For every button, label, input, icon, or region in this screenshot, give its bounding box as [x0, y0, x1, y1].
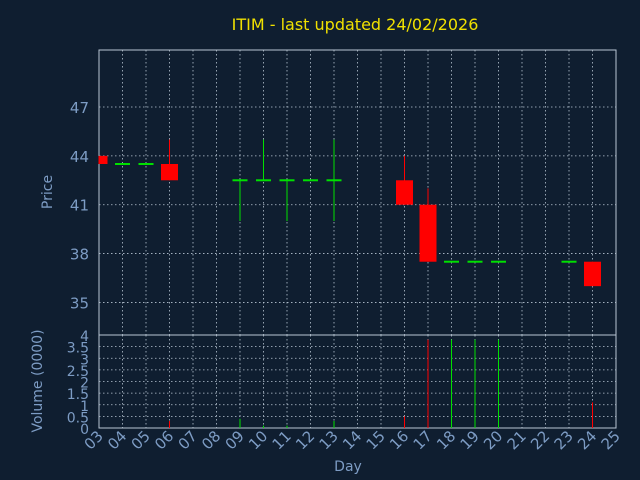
- x-tick-label: 12: [292, 427, 318, 453]
- volume-panel-frame: [98, 334, 617, 429]
- chart-title: ITIM - last updated 24/02/2026: [232, 15, 479, 34]
- price-tick-label: 44: [70, 148, 89, 166]
- volume-tick-label: 2: [80, 376, 89, 392]
- price-panel-frame: [98, 49, 617, 336]
- x-tick-label: 07: [175, 427, 201, 453]
- price-tick-label: 41: [70, 197, 89, 215]
- price-tick-label: 38: [70, 246, 89, 264]
- x-tick-label: 14: [339, 427, 365, 453]
- price-tick-label: 35: [70, 294, 89, 312]
- x-tick-label: 17: [410, 427, 436, 453]
- candle-layer: [98, 139, 601, 287]
- x-tick-labels: 0304050607080910111213141516171819202122…: [81, 427, 624, 453]
- volume-tick-label: 0.5: [67, 410, 89, 426]
- x-tick-label: 10: [245, 427, 271, 453]
- x-tick-label: 13: [316, 427, 342, 453]
- x-tick-label: 19: [457, 427, 483, 453]
- x-tick-label: 16: [386, 427, 412, 453]
- x-tick-label: 11: [269, 427, 295, 453]
- x-tick-label: 15: [363, 427, 389, 453]
- x-tick-label: 08: [198, 427, 224, 453]
- x-tick-label: 18: [433, 427, 459, 453]
- volume-tick-label: 3.5: [67, 341, 89, 357]
- volume-layer: [169, 339, 593, 428]
- x-tick-label: 23: [551, 427, 577, 453]
- price-axis-label: Price: [40, 175, 56, 209]
- grid-layer: [99, 50, 616, 428]
- x-tick-label: 06: [151, 427, 177, 453]
- volume-tick-labels: 00.511.522.533.54: [67, 329, 89, 438]
- x-tick-label: 22: [527, 427, 553, 453]
- candle-body: [99, 155, 108, 164]
- candle-body: [396, 180, 413, 205]
- x-tick-label: 09: [222, 427, 248, 453]
- price-tick-label: 47: [70, 99, 89, 117]
- volume-tick-label: 4: [80, 329, 89, 345]
- candle-body: [419, 204, 437, 262]
- price-tick-labels: 35 38 41 44 47: [70, 99, 89, 312]
- candle-body: [584, 261, 601, 287]
- x-tick-label: 20: [480, 427, 506, 453]
- volume-tick-label: 2.5: [67, 364, 89, 380]
- volume-axis-label: Volume (0000): [30, 329, 46, 432]
- volume-tick-label: 0: [80, 422, 89, 438]
- x-tick-label: 05: [128, 427, 154, 453]
- x-tick-label: 25: [598, 427, 624, 453]
- x-tick-label: 24: [574, 427, 600, 453]
- volume-tick-label: 1: [80, 399, 89, 415]
- volume-tick-label: 3: [80, 352, 89, 368]
- x-tick-label: 21: [504, 427, 530, 453]
- candle-body: [161, 164, 178, 181]
- x-tick-label: 04: [104, 427, 130, 453]
- volume-tick-label: 1.5: [67, 387, 89, 403]
- x-axis-label: Day: [334, 459, 362, 475]
